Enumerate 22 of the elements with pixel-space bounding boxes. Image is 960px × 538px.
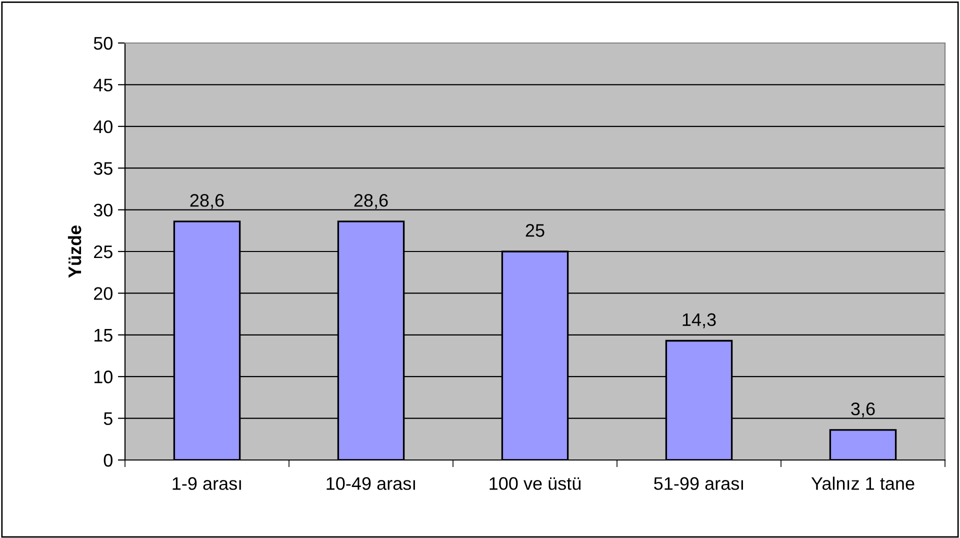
x-tick-label: 1-9 arası bbox=[172, 477, 241, 490]
data-label: 28,6 bbox=[354, 194, 388, 209]
y-tick-label: 25 bbox=[94, 245, 112, 258]
y-tick-label: 50 bbox=[94, 36, 112, 50]
y-tick-label: 10 bbox=[94, 370, 112, 384]
y-tick-label: 45 bbox=[94, 78, 112, 92]
data-label: 14,3 bbox=[682, 313, 716, 328]
data-label: 3,6 bbox=[851, 402, 875, 418]
y-tick-label: 15 bbox=[94, 329, 112, 342]
data-label: 28,6 bbox=[190, 194, 224, 209]
y-tick-label: 0 bbox=[104, 454, 112, 467]
y-tick-label: 30 bbox=[94, 204, 112, 217]
y-axis-title: Yüzde bbox=[68, 226, 82, 278]
x-tick-label: 10-49 arası bbox=[326, 477, 415, 490]
y-tick-label: 5 bbox=[104, 412, 112, 426]
x-tick-label: 100 ve üstü bbox=[490, 477, 581, 490]
data-label: 25 bbox=[526, 224, 544, 237]
y-tick-label: 35 bbox=[94, 162, 112, 175]
y-tick-label: 40 bbox=[94, 120, 112, 134]
x-tick-label: 51-99 arası bbox=[654, 477, 743, 490]
y-tick-label: 20 bbox=[94, 287, 112, 300]
x-tick-label: Yalnız 1 tane bbox=[811, 476, 914, 490]
